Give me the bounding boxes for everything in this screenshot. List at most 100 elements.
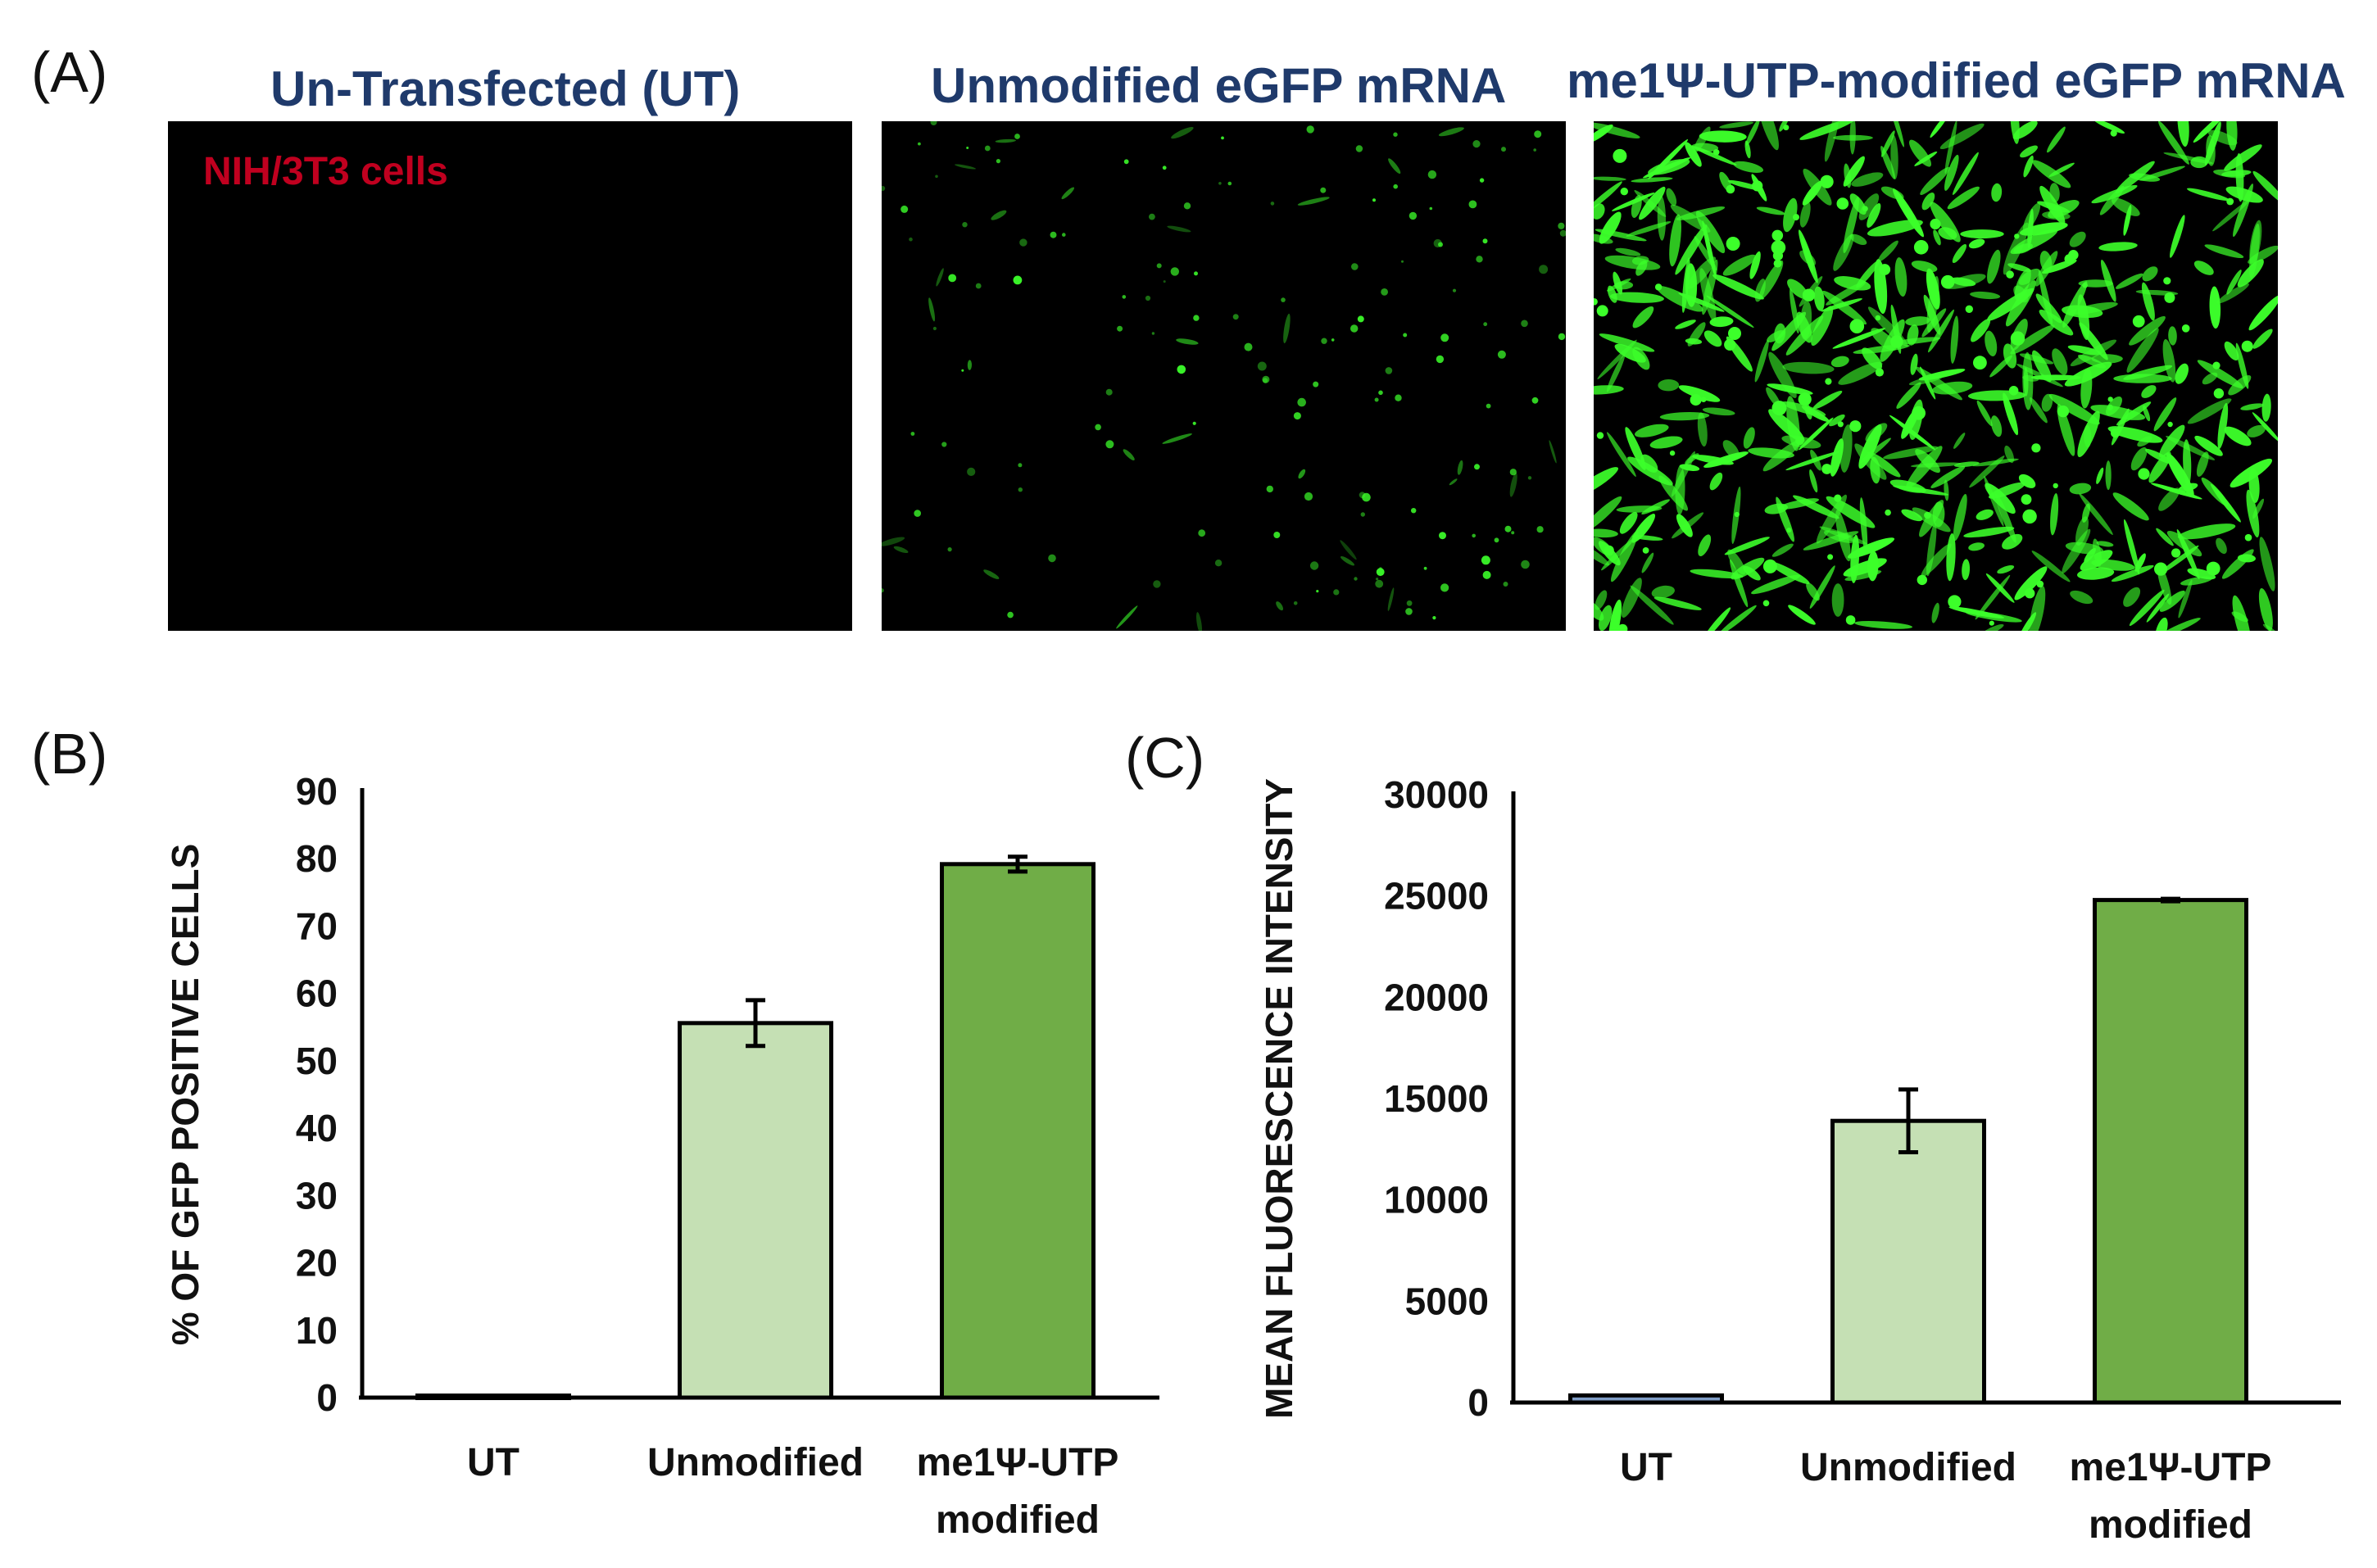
gfp-cell xyxy=(1214,560,1223,567)
gfp-cell xyxy=(1634,189,1667,217)
gfp-cell xyxy=(2107,397,2113,402)
gfp-cell xyxy=(1423,566,1427,570)
gfp-cell xyxy=(1824,121,1840,162)
gfp-cell xyxy=(1266,485,1273,493)
gfp-cell xyxy=(1333,589,1340,596)
gfp-cell xyxy=(1594,496,1622,533)
gfp-cell xyxy=(2115,161,2155,194)
gfp-cell xyxy=(1862,206,1868,212)
gfp-cell xyxy=(2168,326,2177,346)
gfp-cell xyxy=(1700,397,1707,402)
gfp-cell xyxy=(1854,621,1913,629)
gfp-cell xyxy=(1270,202,1275,206)
gfp-cell xyxy=(1281,297,1286,302)
gfp-cell xyxy=(1372,198,1376,202)
gfp-cell xyxy=(909,237,913,242)
gfp-cell xyxy=(2178,579,2193,619)
gfp-cell xyxy=(1830,438,1844,477)
gfp-cell xyxy=(2039,309,2074,336)
gfp-cell xyxy=(2206,561,2220,576)
gfp-cell xyxy=(1316,590,1319,593)
gfp-cell xyxy=(2153,397,2177,432)
gfp-cell xyxy=(2029,397,2048,424)
gfp-cell xyxy=(1933,229,1941,246)
gfp-cell xyxy=(2021,494,2032,505)
gfp-cell xyxy=(1751,574,1801,595)
gfp-cell xyxy=(1726,184,1735,194)
gfp-cell xyxy=(1880,186,1904,200)
gfp-cell xyxy=(1293,412,1301,420)
gfp-cell xyxy=(1963,526,2015,538)
gfp-cell xyxy=(2164,292,2175,303)
gfp-cell xyxy=(1050,231,1057,238)
gfp-cell xyxy=(1621,578,1642,618)
gfp-cell xyxy=(1594,385,1624,395)
gfp-cell xyxy=(1831,583,1844,617)
gfp-cell xyxy=(1911,261,1938,273)
gfp-cell xyxy=(1781,401,1826,417)
gfp-cell xyxy=(2049,183,2060,202)
y-tick-label: 15000 xyxy=(1384,1077,1489,1120)
x-tick-label: Unmodified xyxy=(1800,1446,2016,1489)
gfp-cell xyxy=(1802,288,1816,301)
gfp-cell xyxy=(1952,243,1967,264)
gfp-cell xyxy=(1709,472,1723,491)
panel-b-label: (B) xyxy=(31,722,108,786)
gfp-cell xyxy=(2177,121,2189,147)
gfp-cell xyxy=(2216,283,2249,304)
gfp-cell xyxy=(1594,590,1608,610)
gfp-cell xyxy=(1482,238,1488,244)
gfp-cell xyxy=(1834,494,1842,502)
gfp-cell xyxy=(2158,121,2189,165)
image-title-untransfected: Un-Transfected (UT) xyxy=(270,61,741,116)
gfp-cell xyxy=(1221,136,1224,140)
gfp-cell xyxy=(1596,432,1604,439)
gfp-cell xyxy=(1599,211,1622,244)
gfp-cell xyxy=(1648,159,1690,175)
gfp-cell xyxy=(1669,450,1676,456)
gfp-cell xyxy=(1917,574,1927,586)
gfp-cell xyxy=(1888,121,1904,147)
gfp-cell xyxy=(1809,469,1818,493)
gfp-cell xyxy=(1719,121,1753,129)
gfp-cell xyxy=(2062,281,2088,328)
gfp-cell xyxy=(1641,499,1670,514)
gfp-cell xyxy=(1890,134,1898,179)
gfp-cell xyxy=(1403,333,1408,338)
gfp-cell xyxy=(1913,240,1929,255)
gfp-cell xyxy=(2067,345,2102,356)
gfp-cell xyxy=(1944,479,1949,501)
y-axis-label: MEAN FLUORESCENCE INTENSITY xyxy=(1258,778,1300,1419)
gfp-cell xyxy=(1985,483,2016,514)
gfp-cell xyxy=(1405,608,1413,615)
gfp-positive-chart: % OF GFP POSITIVE CELLS 0 10 20 30 40 50 60 70 80… xyxy=(164,770,1159,1542)
gfp-cell xyxy=(1176,338,1199,345)
gfp-cell xyxy=(2048,162,2075,177)
image-title-modified: me1Ψ-UTP-modified eGFP mRNA xyxy=(1567,53,2346,108)
x-tick-label: UT xyxy=(467,1441,519,1484)
gfp-cell xyxy=(1666,188,1677,206)
gfp-cell xyxy=(1928,309,1954,353)
gfp-cell xyxy=(1610,292,1664,303)
bar xyxy=(2093,898,2248,1405)
gfp-cell xyxy=(2148,451,2171,483)
gfp-cell xyxy=(2093,538,2102,567)
gfp-cell xyxy=(1844,163,1852,188)
gfp-cell xyxy=(1331,338,1335,342)
gfp-cell xyxy=(1752,180,1763,192)
gfp-cell xyxy=(2175,363,2189,384)
gfp-cell xyxy=(2141,385,2157,398)
gfp-cell xyxy=(2261,393,2271,422)
gfp-cell xyxy=(1658,378,1680,392)
gfp-cell xyxy=(1860,437,1891,464)
gfp-cell xyxy=(1153,580,1161,588)
gfp-cell xyxy=(1376,578,1379,581)
gfp-cell xyxy=(967,467,976,476)
gfp-cell xyxy=(1018,487,1023,492)
gfp-cell xyxy=(2259,537,2275,591)
gfp-cell xyxy=(1827,554,1834,560)
gfp-cell xyxy=(1850,534,1860,583)
gfp-cell xyxy=(1171,126,1194,139)
gfp-cell xyxy=(2163,277,2171,285)
gfp-cell xyxy=(1785,315,1824,356)
